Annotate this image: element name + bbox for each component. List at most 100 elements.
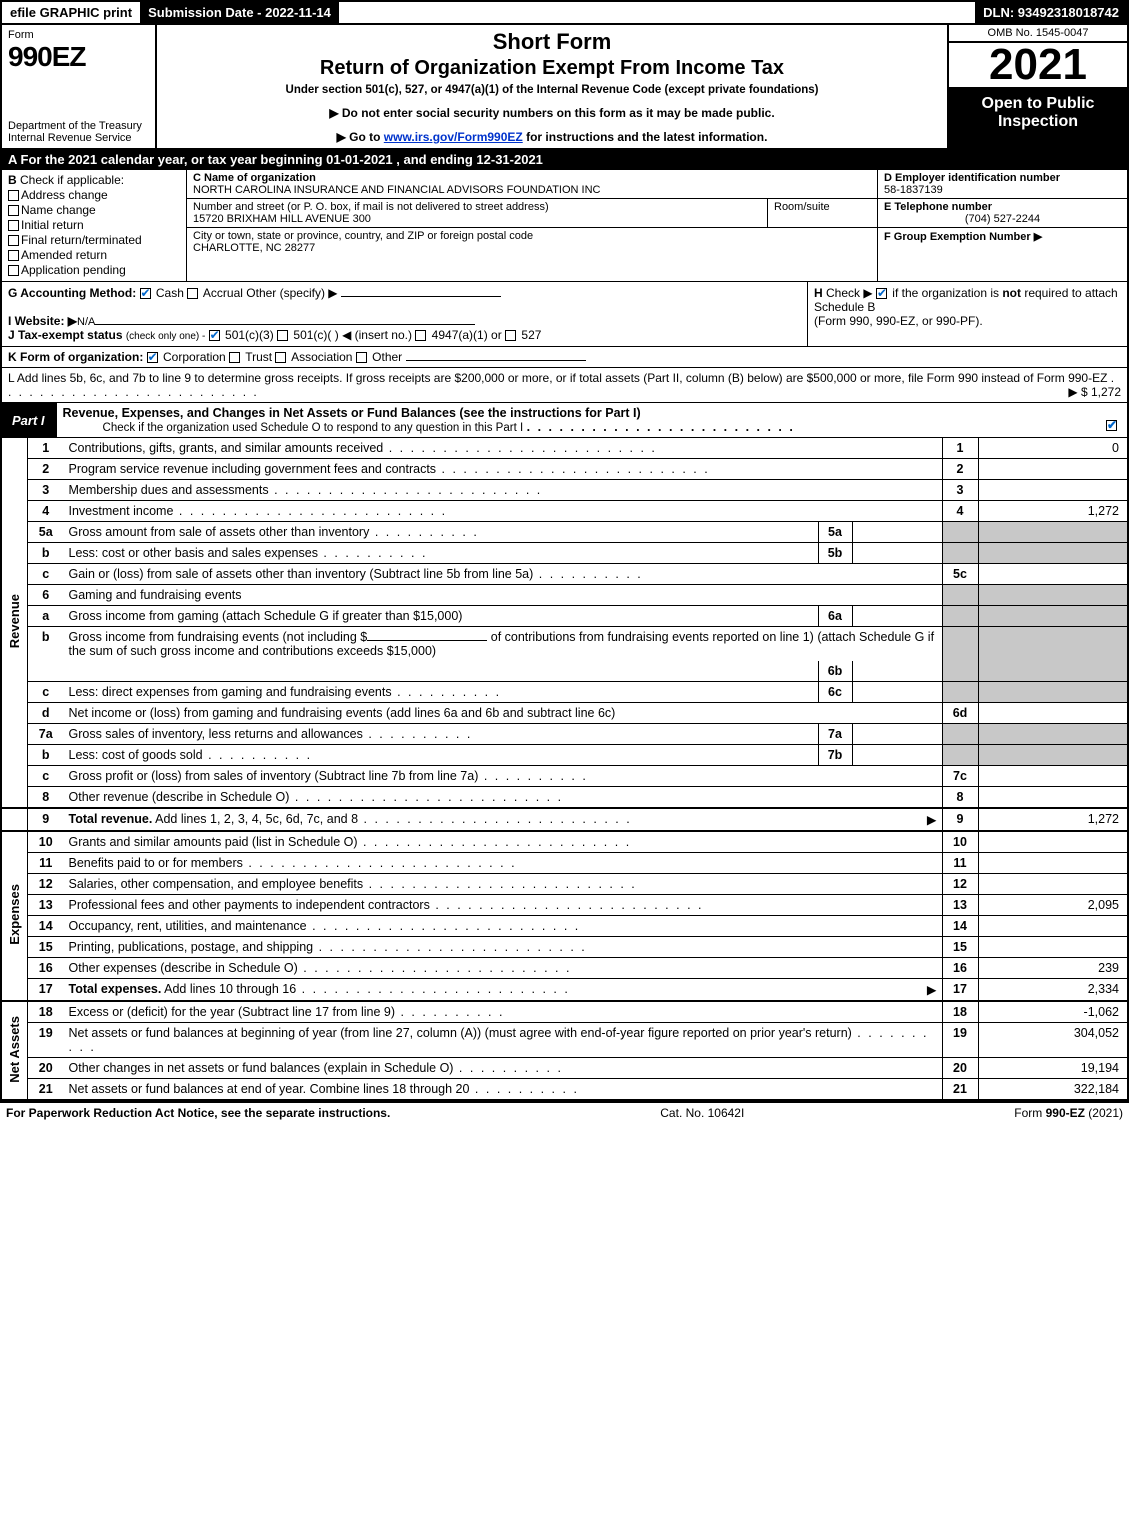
form-header: Form 990EZ Department of the Treasury In… [0, 25, 1129, 150]
h-text1: Check ▶ [826, 286, 873, 300]
line-1-desc: Contributions, gifts, grants, and simila… [64, 438, 943, 459]
checkbox-amended-return[interactable]: Amended return [8, 248, 180, 262]
checkbox-527[interactable] [505, 330, 516, 341]
netassets-side-label: Net Assets [1, 1001, 28, 1100]
dln-label: DLN: 93492318018742 [975, 2, 1127, 23]
org-city: CHARLOTTE, NC 28277 [193, 242, 315, 254]
line-4-val: 1,272 [978, 501, 1128, 522]
form-title-2: Return of Organization Exempt From Incom… [163, 57, 941, 80]
checkbox-corporation[interactable] [147, 352, 158, 363]
l-value: ▶ $ 1,272 [1068, 385, 1121, 399]
instr2-pre: ▶ Go to [337, 130, 384, 144]
line-21-val: 322,184 [978, 1079, 1128, 1101]
checkbox-final-return[interactable]: Final return/terminated [8, 233, 180, 247]
part-1-tab: Part I [2, 410, 55, 431]
ein-value: 58-1837139 [884, 184, 943, 196]
form-ref: Form 990-EZ (2021) [1014, 1106, 1123, 1120]
section-l: L Add lines 5b, 6c, and 7b to line 9 to … [0, 368, 1129, 403]
part-1-title: Revenue, Expenses, and Changes in Net As… [55, 403, 1127, 437]
org-city-row: City or town, state or province, country… [187, 228, 877, 256]
part1-dots [527, 420, 795, 434]
line-19-val: 304,052 [978, 1023, 1128, 1058]
header-middle: Short Form Return of Organization Exempt… [157, 25, 947, 148]
line-5a-midval [852, 522, 942, 543]
line-9-val: 1,272 [978, 808, 1128, 831]
org-name: NORTH CAROLINA INSURANCE AND FINANCIAL A… [193, 184, 600, 196]
line-18-val: -1,062 [978, 1001, 1128, 1023]
section-b: B Check if applicable: Address change Na… [2, 170, 187, 281]
instruction-1: ▶ Do not enter social security numbers o… [163, 106, 941, 120]
checkbox-name-change[interactable]: Name change [8, 203, 180, 217]
city-label: City or town, state or province, country… [193, 230, 533, 242]
open-public-label: Open to Public Inspection [949, 89, 1127, 148]
checkbox-association[interactable] [275, 352, 286, 363]
submission-date: Submission Date - 2022-11-14 [140, 2, 339, 23]
expenses-side-label: Expenses [1, 831, 28, 1001]
tel-value: (704) 527-2244 [884, 213, 1121, 225]
checkbox-trust[interactable] [229, 352, 240, 363]
website-line [95, 324, 475, 325]
instr2-post: for instructions and the latest informat… [523, 130, 768, 144]
section-k: K Form of organization: Corporation Trus… [0, 347, 1129, 368]
j-sub: (check only one) - [126, 331, 205, 342]
ein-row: D Employer identification number 58-1837… [878, 170, 1127, 199]
checkbox-schedule-b[interactable] [876, 288, 887, 299]
b-check-label: Check if applicable: [20, 173, 124, 187]
section-c: C Name of organization NORTH CAROLINA IN… [187, 170, 877, 281]
line-1-rnum: 1 [942, 438, 978, 459]
section-bcd: B Check if applicable: Address change Na… [0, 170, 1129, 282]
section-h: H Check ▶ if the organization is not req… [807, 282, 1127, 346]
k-label: K Form of organization: [8, 350, 143, 364]
checkbox-accrual[interactable] [187, 288, 198, 299]
line-17-val: 2,334 [978, 979, 1128, 1002]
checkbox-application-pending[interactable]: Application pending [8, 263, 180, 277]
line-16-val: 239 [978, 958, 1128, 979]
revenue-side-label: Revenue [1, 438, 28, 808]
checkbox-501c[interactable] [277, 330, 288, 341]
line-20-val: 19,194 [978, 1058, 1128, 1079]
checkbox-cash[interactable] [140, 288, 151, 299]
header-right: OMB No. 1545-0047 2021 Open to Public In… [947, 25, 1127, 148]
header-left: Form 990EZ Department of the Treasury In… [2, 25, 157, 148]
checkbox-schedule-o[interactable] [1106, 420, 1117, 431]
ein-label: D Employer identification number [884, 172, 1060, 184]
section-g: G Accounting Method: Cash Accrual Other … [2, 282, 807, 346]
line-13-val: 2,095 [978, 895, 1128, 916]
group-exemption-label: F Group Exemption Number ▶ [884, 231, 1042, 243]
org-address-row: Number and street (or P. O. box, if mail… [187, 199, 877, 228]
other-org-line [406, 360, 586, 361]
department-label: Department of the Treasury Internal Reve… [8, 120, 149, 144]
paperwork-notice: For Paperwork Reduction Act Notice, see … [6, 1106, 390, 1120]
checkbox-address-change[interactable]: Address change [8, 188, 180, 202]
i-label: I Website: ▶ [8, 314, 77, 328]
checkbox-501c3[interactable] [209, 330, 220, 341]
form-label: Form [8, 29, 149, 41]
irs-link[interactable]: www.irs.gov/Form990EZ [384, 130, 523, 144]
g-label: G Accounting Method: [8, 286, 136, 300]
instruction-2: ▶ Go to www.irs.gov/Form990EZ for instru… [163, 130, 941, 144]
top-bar-spacer [339, 2, 975, 23]
line-1-num: 1 [28, 438, 64, 459]
l-text: L Add lines 5b, 6c, and 7b to line 9 to … [8, 371, 1107, 385]
addr-label: Number and street (or P. O. box, if mail… [193, 201, 549, 213]
checkbox-initial-return[interactable]: Initial return [8, 218, 180, 232]
top-bar: efile GRAPHIC print Submission Date - 20… [0, 0, 1129, 25]
part-1-header: Part I Revenue, Expenses, and Changes in… [0, 403, 1129, 438]
form-number: 990EZ [8, 41, 149, 73]
part-1-table: Revenue 1 Contributions, gifts, grants, … [0, 438, 1129, 1101]
org-address: 15720 BRIXHAM HILL AVENUE 300 [193, 213, 371, 225]
h-text4: (Form 990, 990-EZ, or 990-PF). [814, 314, 983, 328]
website-value: N/A [77, 316, 95, 328]
tax-year: 2021 [949, 43, 1127, 89]
room-suite-label: Room/suite [767, 199, 877, 227]
checkbox-4947[interactable] [415, 330, 426, 341]
row-a-calendar-year: A For the 2021 calendar year, or tax yea… [0, 150, 1129, 170]
checkbox-other-org[interactable] [356, 352, 367, 363]
tel-label: E Telephone number [884, 201, 992, 213]
c-name-label: C Name of organization [193, 172, 316, 184]
form-title-1: Short Form [163, 29, 941, 55]
part-1-check-text: Check if the organization used Schedule … [63, 422, 524, 434]
org-name-row: C Name of organization NORTH CAROLINA IN… [187, 170, 877, 199]
efile-label[interactable]: efile GRAPHIC print [2, 2, 140, 23]
j-label: J Tax-exempt status [8, 328, 123, 342]
